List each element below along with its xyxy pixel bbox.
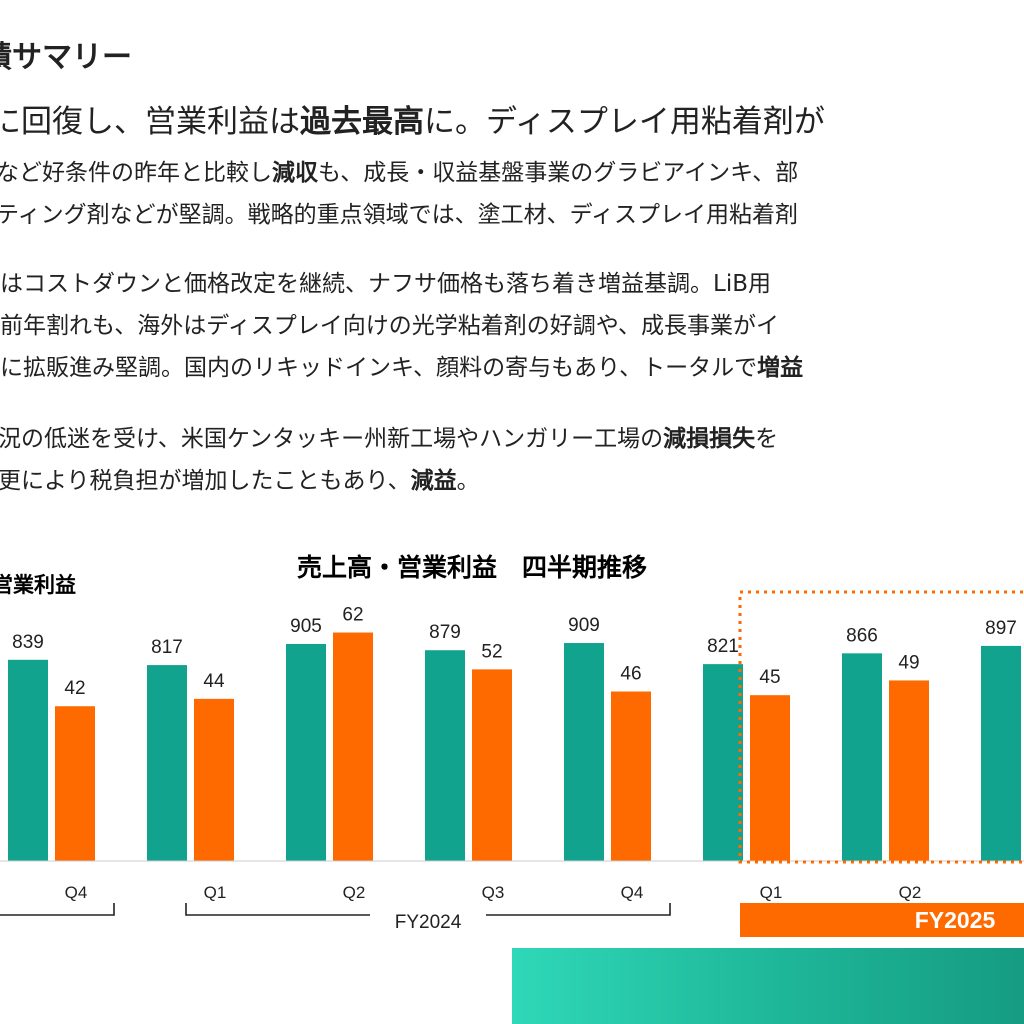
highlight-frame [738, 590, 1024, 864]
text-segment: 況の低迷を受け、米国ケンタッキー州新工場やハンガリー工場の [0, 426, 664, 452]
paragraph-line: など好条件の昨年と比較し減収も、成長・収益基盤事業のグラビアインキ、部 [0, 152, 798, 194]
bar [981, 645, 1021, 861]
chart-title: 売上高・営業利益 四半期推移 [297, 553, 647, 582]
data-label: 905 [290, 616, 322, 637]
bar [564, 643, 604, 861]
emphasis-text: 減益 [410, 468, 457, 494]
data-label: 879 [429, 622, 461, 643]
data-label: 45 [759, 667, 780, 688]
paragraph-operating-profit: はコストダウンと価格改定を継続、ナフサ価格も落ち着き増益基調。LiB用 前年割れも… [0, 263, 803, 389]
emphasis-text: 増益 [757, 355, 804, 381]
chart-fiscal-year-groups: FY2024 FY2025 [0, 590, 1024, 937]
tick-label: Q2 [343, 883, 366, 902]
bar [425, 650, 465, 861]
paragraph-net-income: 況の低迷を受け、米国ケンタッキー州新工場やハンガリー工場の減損損失を 更により税負… [0, 418, 778, 502]
text-segment: 更により税負担が増加したこともあり、 [0, 468, 411, 494]
paragraph-line: はコストダウンと価格改定を継続、ナフサ価格も落ち着き増益基調。LiB用 [0, 263, 803, 305]
text-segment: など好条件の昨年と比較し [0, 160, 272, 186]
text-segment: 前年割れも、海外はディスプレイ向けの光学粘着剤の好調や、成長事業がイ [0, 313, 780, 339]
bar [286, 643, 326, 861]
group-bracket [185, 903, 671, 916]
bar [472, 669, 512, 861]
text-segment: 。 [456, 468, 480, 494]
data-label: 49 [898, 652, 919, 673]
quarterly-bar-chart: 売上高・営業利益 四半期推移 営業利益 839 42 817 44 905 62 879 52… [0, 553, 1024, 937]
data-label: 52 [481, 641, 502, 662]
chart-quarter-labels: Q4Q1Q2Q3Q4Q1Q2Q3 [65, 883, 922, 902]
data-label: 42 [64, 678, 85, 699]
data-label: 909 [568, 615, 600, 636]
bar [147, 665, 187, 861]
data-label: 46 [620, 663, 641, 684]
paragraph-line: 前年割れも、海外はディスプレイ向けの光学粘着剤の好調や、成長事業がイ [0, 305, 803, 347]
bar [333, 632, 373, 861]
emphasis-text: 減収 [272, 160, 318, 186]
text-segment: に回復し、営業利益は [0, 104, 300, 140]
data-label: 897 [985, 618, 1017, 639]
bar [703, 664, 743, 861]
bar [8, 659, 48, 861]
tick-label: Q1 [204, 883, 227, 902]
bar [889, 680, 929, 861]
paragraph-line: 況の低迷を受け、米国ケンタッキー州新工場やハンガリー工場の減損損失を [0, 418, 778, 460]
tick-label: Q4 [621, 883, 644, 902]
data-label: 821 [707, 636, 739, 657]
bar [55, 706, 95, 861]
emphasis-text: 減損損失 [663, 426, 756, 452]
chart-value-labels: 839 42 817 44 905 62 879 52 909 46 821 45 866 49 897 [12, 605, 1017, 700]
headline: に回復し、営業利益は過去最高に。ディスプレイ用粘着剤が [0, 96, 825, 141]
group-bracket [0, 903, 115, 916]
paragraph-line: ティング剤などが堅調。戦略的重点領域では、塗工材、ディスプレイ用粘着剤 [0, 194, 798, 236]
chart-bars [0, 632, 1024, 862]
fy-banner [740, 903, 1024, 937]
bar [750, 695, 790, 861]
bar [194, 698, 234, 861]
text-segment: も、成長・収益基盤事業のグラビアインキ、部 [318, 160, 799, 186]
page-title: 績サマリー [0, 40, 132, 75]
data-label: 817 [151, 637, 183, 658]
text-segment: を [755, 426, 779, 452]
tick-label: Q4 [65, 883, 88, 902]
tick-label: Q2 [899, 883, 922, 902]
data-label: 866 [846, 625, 878, 646]
data-label: 44 [203, 671, 225, 692]
fy-label: FY2025 [915, 907, 996, 933]
text-segment: ティング剤などが堅調。戦略的重点領域では、塗工材、ディスプレイ用粘着剤 [0, 202, 799, 228]
tick-label: Q1 [760, 883, 783, 902]
text-segment: はコストダウンと価格改定を継続、ナフサ価格も落ち着き増益基調。LiB用 [0, 271, 771, 297]
data-label: 62 [342, 605, 363, 626]
emphasis-text: 過去最高 [300, 104, 424, 140]
bar [611, 691, 651, 861]
fy-label: FY2024 [395, 912, 462, 933]
text-segment: に拡販進み堅調。国内のリキッドインキ、顔料の寄与もあり、トータルで [0, 355, 758, 381]
text-segment: に。ディスプレイ用粘着剤が [424, 104, 825, 140]
paragraph-sales: など好条件の昨年と比較し減収も、成長・収益基盤事業のグラビアインキ、部ティング剤… [0, 152, 798, 236]
legend-operating-profit: 営業利益 [0, 573, 76, 597]
paragraph-line: 更により税負担が増加したこともあり、減益。 [0, 460, 778, 502]
tick-label: Q3 [482, 883, 505, 902]
bar [842, 653, 882, 861]
paragraph-line: に拡販進み堅調。国内のリキッドインキ、顔料の寄与もあり、トータルで増益 [0, 347, 803, 389]
decorative-gradient-bar [512, 948, 1024, 1024]
data-label: 839 [12, 632, 44, 653]
